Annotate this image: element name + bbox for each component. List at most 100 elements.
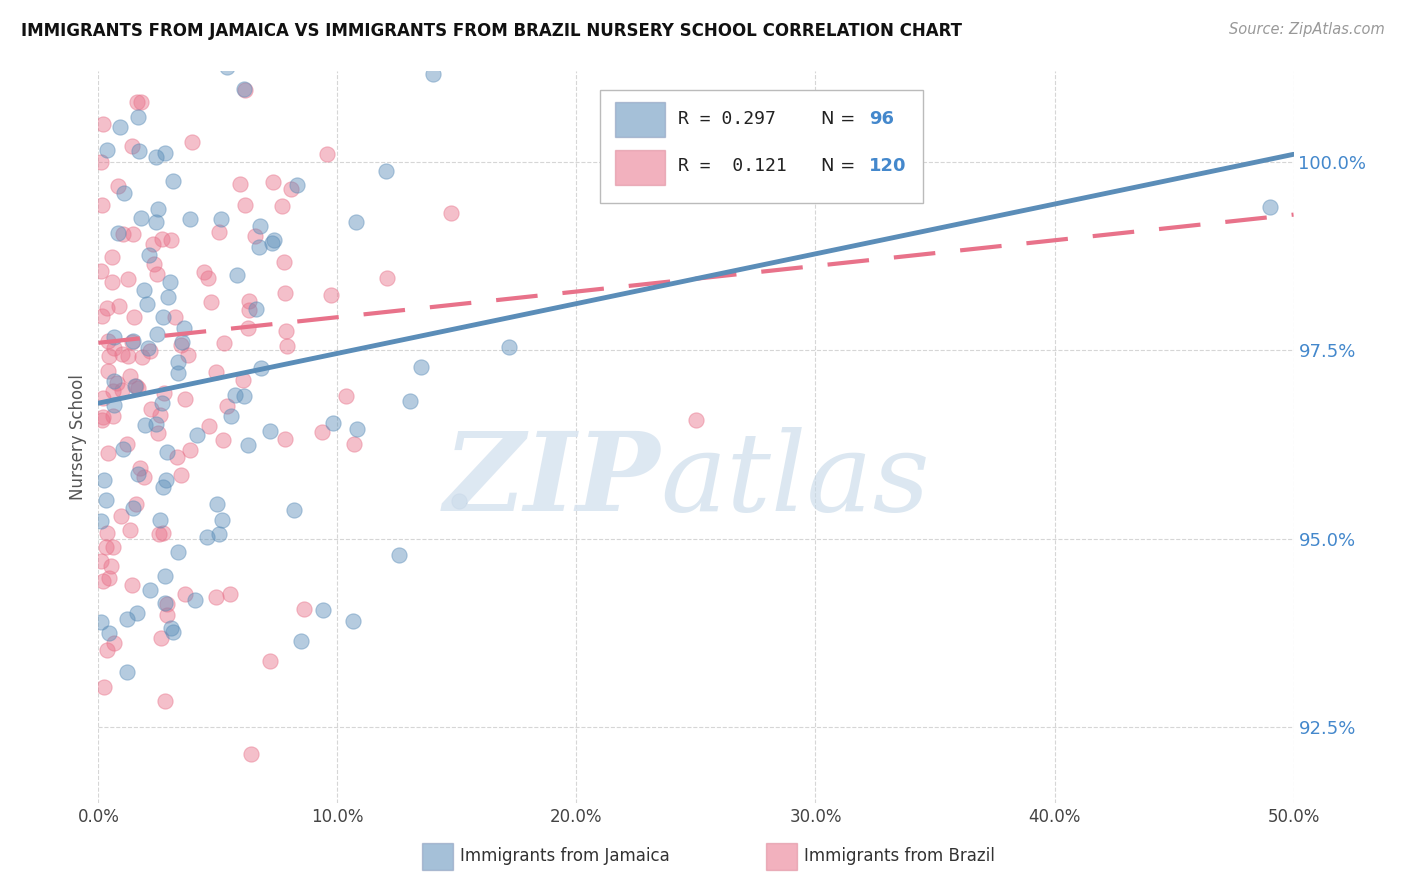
Point <box>685 413 707 427</box>
Point <box>91 391 114 405</box>
Point <box>145 215 167 229</box>
Point <box>153 569 176 583</box>
Point <box>148 527 170 541</box>
Point <box>131 351 153 365</box>
Point <box>160 622 183 636</box>
Point <box>155 473 177 487</box>
Point <box>263 233 285 247</box>
Point <box>322 416 344 430</box>
Point <box>152 525 174 540</box>
Point <box>447 494 470 508</box>
Point <box>290 634 312 648</box>
Text: R =  0.121: R = 0.121 <box>678 158 787 176</box>
Point <box>124 378 146 392</box>
Point <box>273 255 295 269</box>
Point <box>229 178 252 192</box>
Point <box>96 525 118 540</box>
Point <box>159 276 181 290</box>
Text: R = 0.297: R = 0.297 <box>678 110 776 128</box>
Point <box>233 198 256 212</box>
Point <box>125 606 148 620</box>
Point <box>125 496 148 510</box>
Point <box>110 508 132 523</box>
Point <box>311 603 333 617</box>
Point <box>112 186 135 201</box>
Point <box>245 229 267 244</box>
Point <box>274 432 297 446</box>
Point <box>122 310 145 324</box>
Point <box>127 110 149 124</box>
Point <box>166 450 188 464</box>
Point <box>311 425 333 440</box>
Point <box>90 198 112 212</box>
Point <box>134 470 156 484</box>
Point <box>167 366 190 380</box>
Point <box>155 597 177 611</box>
FancyBboxPatch shape <box>614 102 665 137</box>
Point <box>200 294 222 309</box>
Point <box>101 409 124 423</box>
Point <box>124 378 146 392</box>
Point <box>285 178 308 192</box>
Point <box>96 143 118 157</box>
Point <box>276 324 298 338</box>
Point <box>100 559 122 574</box>
Point <box>146 268 169 282</box>
Point <box>112 227 135 242</box>
Point <box>138 248 160 262</box>
Point <box>208 527 231 541</box>
Point <box>232 388 254 402</box>
Point <box>97 625 120 640</box>
FancyBboxPatch shape <box>600 90 922 203</box>
Point <box>120 368 142 383</box>
Point <box>346 422 368 436</box>
Point <box>153 385 176 400</box>
Point <box>150 232 173 246</box>
Point <box>96 643 118 657</box>
Point <box>139 582 162 597</box>
Point <box>240 747 263 762</box>
Point <box>215 60 238 74</box>
Point <box>219 587 242 601</box>
Point <box>150 395 173 409</box>
Point <box>399 393 422 408</box>
Point <box>225 268 247 282</box>
Point <box>96 540 118 554</box>
Point <box>260 235 283 250</box>
Point <box>141 402 163 417</box>
Point <box>335 389 357 403</box>
Point <box>121 45 143 60</box>
Point <box>173 320 195 334</box>
Point <box>138 344 160 359</box>
Point <box>283 503 305 517</box>
Point <box>170 334 193 349</box>
Point <box>388 548 411 562</box>
Point <box>174 586 197 600</box>
Point <box>440 206 463 220</box>
Point <box>249 219 271 233</box>
Point <box>118 523 141 537</box>
Point <box>195 530 218 544</box>
Point <box>155 596 177 610</box>
Point <box>292 602 315 616</box>
Point <box>177 348 200 362</box>
Point <box>233 83 256 97</box>
Point <box>245 302 267 317</box>
Point <box>97 364 120 378</box>
Point <box>152 310 174 325</box>
Point <box>91 309 114 323</box>
Point <box>422 67 444 81</box>
Point <box>259 654 281 668</box>
Point <box>197 271 219 285</box>
Point <box>111 383 134 397</box>
Point <box>103 330 125 344</box>
Point <box>233 81 256 95</box>
Text: 120: 120 <box>869 158 907 176</box>
Point <box>122 334 145 349</box>
Point <box>121 335 143 350</box>
Point <box>162 174 184 188</box>
Point <box>204 365 226 379</box>
Text: ZIP: ZIP <box>443 427 661 534</box>
Point <box>96 301 118 315</box>
Point <box>93 474 115 488</box>
